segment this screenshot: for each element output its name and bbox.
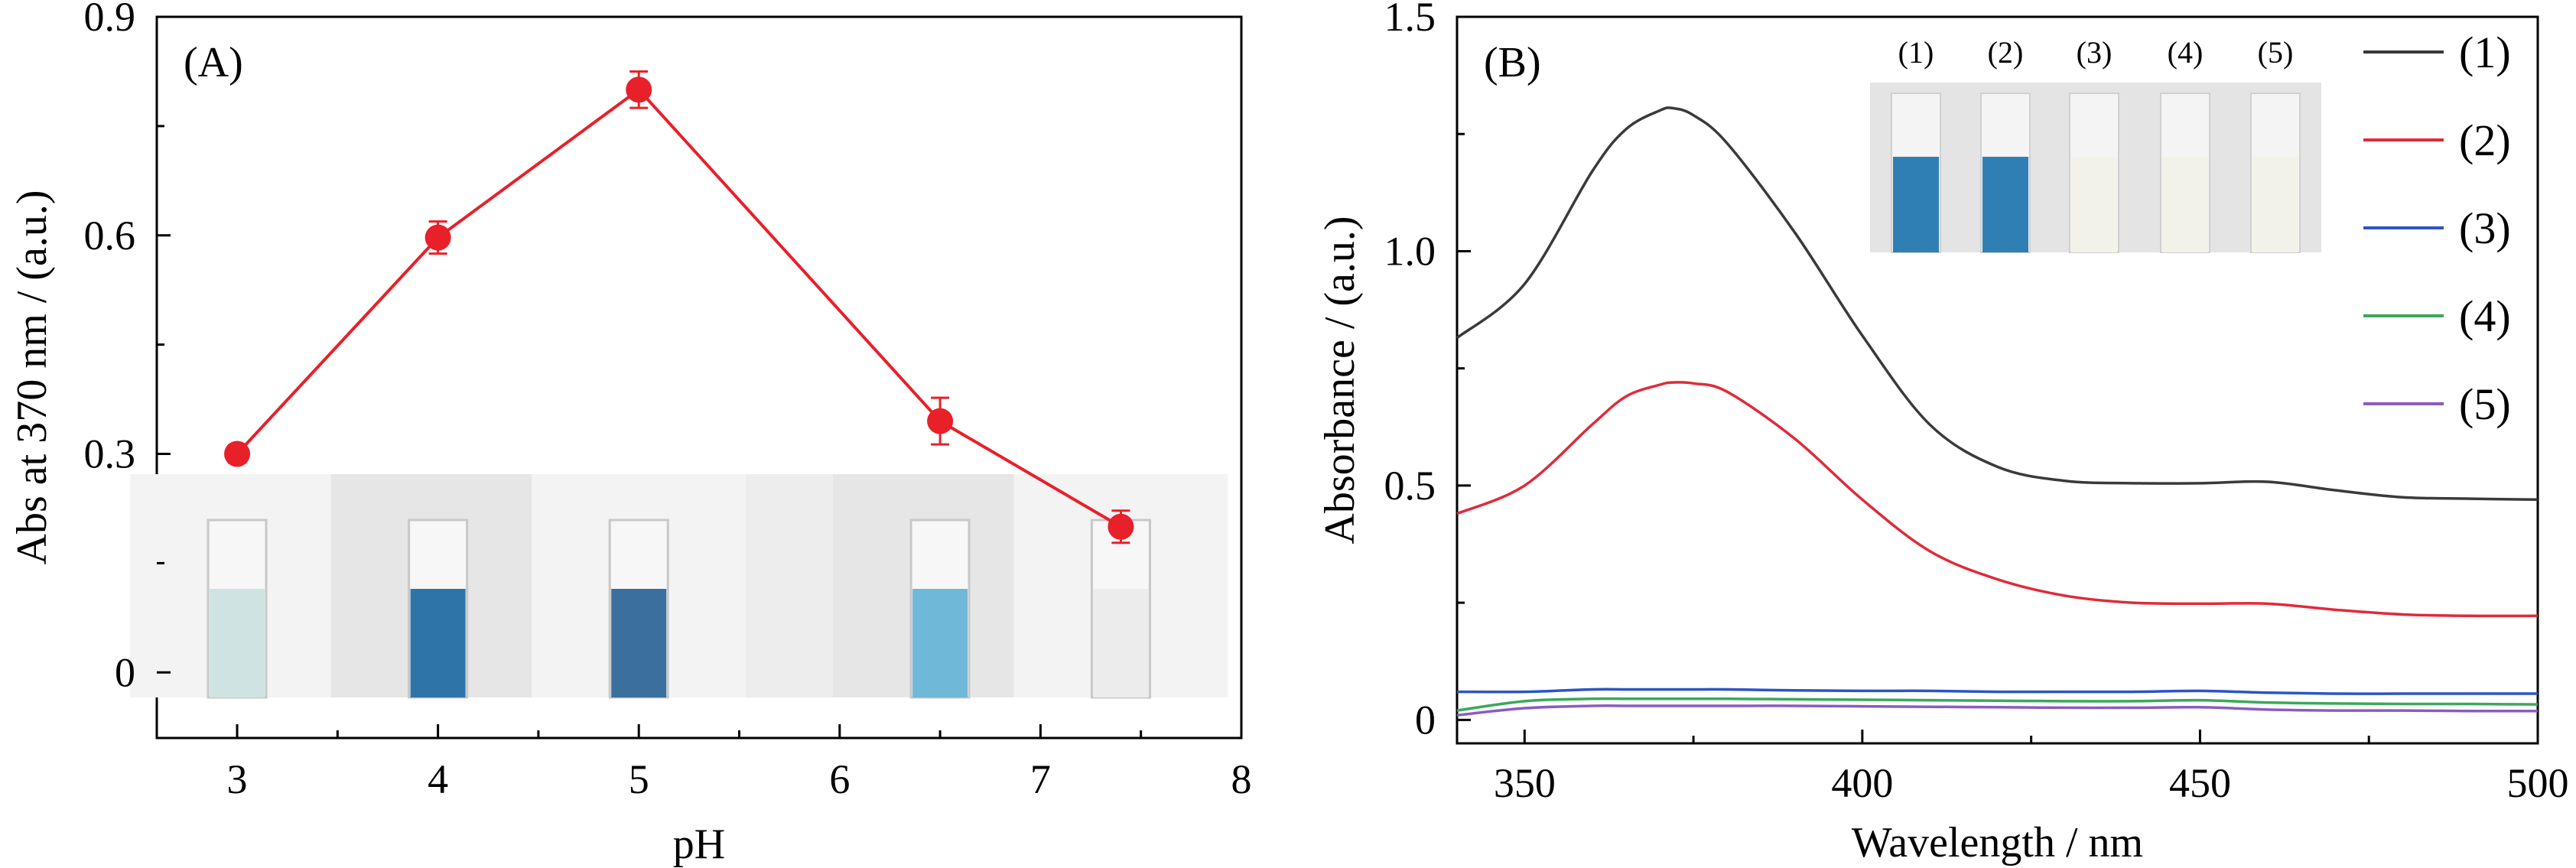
inset-tube-5: (5)	[2230, 35, 2321, 253]
legend-label-1: (1)	[2459, 28, 2511, 77]
x-tick-label: 400	[1831, 760, 1893, 806]
tube-3	[532, 474, 746, 699]
series-line-3	[1456, 688, 2538, 695]
inset-solution	[2162, 157, 2208, 252]
panel-a-plot-frame	[155, 15, 1243, 740]
legend-label-4: (4)	[2459, 291, 2511, 341]
tube-1	[130, 474, 345, 699]
inset-tube-label: (3)	[2077, 35, 2113, 70]
x-tick-label: 350	[1494, 760, 1556, 806]
x-tick-label: 450	[2169, 760, 2231, 806]
tube-2	[330, 474, 545, 699]
panel-b-plot-frame	[1456, 15, 2539, 745]
data-point	[224, 441, 251, 467]
cuvette-solution	[611, 589, 667, 697]
inset-tube-label: (2)	[1988, 35, 2024, 70]
inset-tube-2: (2)	[1960, 35, 2051, 253]
tube-5	[1013, 474, 1228, 699]
series-line-4	[1456, 697, 2539, 712]
inset-solution	[2071, 157, 2117, 252]
x-tick-label: 5	[629, 756, 649, 802]
panel-b-x-axis: 350 400 450 500	[1494, 730, 2569, 806]
cuvette-solution	[912, 589, 968, 697]
panel-b-y-axis-label: Absorbance / (a.u.)	[1316, 216, 1364, 544]
panel-b-label: (B)	[1484, 39, 1541, 86]
series-line-5	[1456, 704, 2539, 717]
data-point	[1107, 513, 1134, 540]
y-tick-label: 0	[1415, 697, 1436, 743]
x-tick-label: 7	[1030, 756, 1051, 802]
panel-b-legend: (1) (2) (3) (4) (5)	[2363, 28, 2511, 429]
inset-tube-label: (5)	[2258, 35, 2294, 70]
inset-solution	[1982, 157, 2028, 252]
panel-a-photo-inset	[130, 474, 1228, 699]
panel-a-x-axis: 3 4 5 6 7 8	[227, 724, 1252, 802]
panel-b-photo-inset: (1) (2) (3) (4) (5)	[1870, 35, 2321, 253]
cuvette-solution	[1093, 589, 1149, 697]
cuvette-solution	[410, 589, 466, 697]
y-tick-label: 0	[115, 649, 135, 695]
panel-a-y-axis-label: Abs at 370 nm / (a.u.)	[8, 190, 56, 565]
y-tick-label: 0.6	[84, 213, 136, 258]
x-tick-label: 6	[829, 756, 850, 802]
y-tick-label: 1.5	[1384, 0, 1436, 40]
inset-tube-label: (4)	[2168, 35, 2204, 70]
y-tick-label: 0.5	[1384, 463, 1436, 509]
legend-label-5: (5)	[2459, 379, 2511, 429]
data-point	[927, 408, 954, 434]
x-tick-label: 4	[428, 756, 448, 802]
data-line	[236, 87, 1122, 528]
panel-a-x-axis-label: pH	[673, 821, 725, 868]
legend-label-2: (2)	[2459, 115, 2511, 165]
x-tick-label: 500	[2507, 760, 2569, 806]
cuvette-solution	[210, 589, 265, 697]
inset-tube-4: (4)	[2139, 35, 2231, 253]
series-line-1	[1456, 106, 2539, 502]
x-tick-label: 3	[227, 756, 248, 802]
data-point	[626, 76, 652, 103]
legend-label-3: (3)	[2459, 203, 2511, 253]
series-line-2	[1456, 381, 2539, 618]
inset-tube-label: (1)	[1898, 35, 1934, 70]
inset-solution	[2252, 157, 2298, 252]
panel-a: 3 4 5 6 7 8 0 0.3 0.6 0.9 (A) pH Abs at 370 nm /…	[8, 0, 1252, 868]
y-tick-label: 0.9	[84, 0, 136, 40]
panel-a-label: (A)	[184, 39, 243, 86]
inset-tube-1: (1)	[1870, 35, 1962, 253]
x-tick-label: 8	[1231, 756, 1252, 802]
tube-4	[833, 474, 1048, 699]
panel-a-series	[224, 70, 1134, 545]
panel-b-series	[1456, 106, 2539, 717]
inset-tube-3: (3)	[2048, 35, 2140, 253]
panel-b-x-axis-label: Wavelength / nm	[1852, 819, 2143, 866]
panel-b-y-axis: 0 0.5 1.0 1.5	[1384, 0, 1471, 743]
inset-solution	[1893, 157, 1939, 252]
panel-a-y-axis: 0 0.3 0.6 0.9	[84, 0, 171, 695]
y-tick-label: 0.3	[84, 431, 136, 477]
panel-b: (1) (2) (3) (4) (5) 350 400 450 500 00.51.01.5 …	[1316, 0, 2569, 866]
data-point	[424, 224, 451, 251]
y-tick-label: 1.0	[1384, 228, 1436, 274]
